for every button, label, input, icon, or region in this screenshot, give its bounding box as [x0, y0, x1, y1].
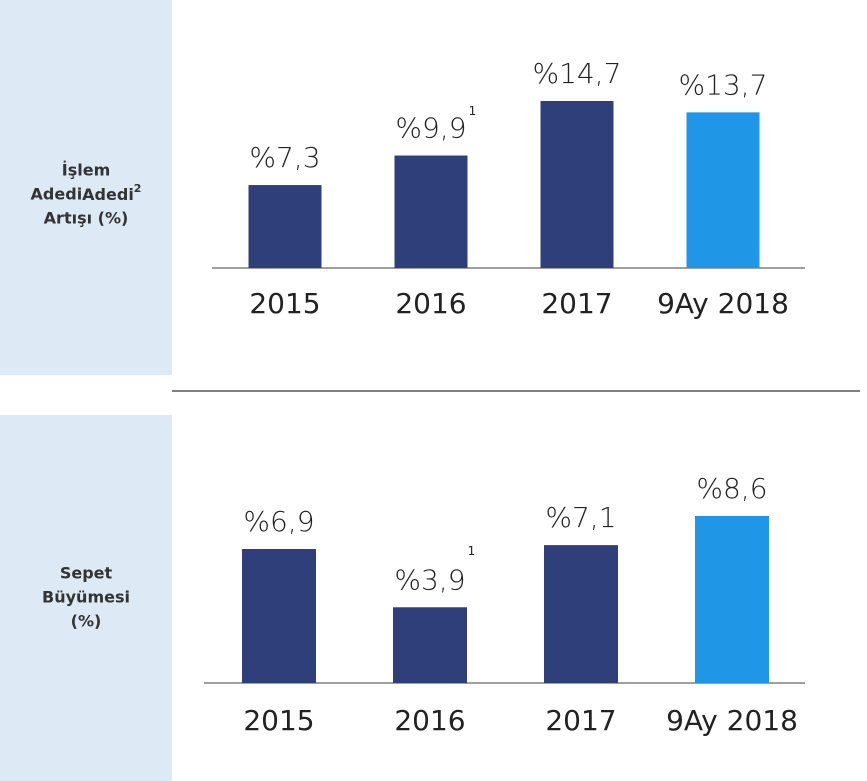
footnote-mark: 1 [469, 104, 477, 118]
side-label: İşlem [62, 161, 110, 180]
side-label-text: Adedi [82, 185, 134, 204]
value-label: %3,9 [394, 563, 465, 596]
bar [393, 607, 467, 683]
value-label: %8,6 [696, 472, 767, 505]
value-label: %7,1 [545, 501, 616, 534]
side-label: (%) [71, 612, 102, 631]
value-label: %6,9 [243, 505, 314, 538]
side-label-note: 2 [134, 182, 142, 195]
x-tick-label: 2017 [541, 287, 612, 320]
x-tick-label: 2016 [395, 287, 466, 320]
value-label: %13,7 [679, 68, 768, 101]
side-label: Büyümesi [42, 588, 130, 607]
x-tick-label: 2016 [394, 704, 465, 737]
x-tick-label: 9Ay 2018 [657, 287, 789, 320]
x-tick-label: 2015 [243, 704, 314, 737]
side-label: Artışı (%) [44, 209, 129, 228]
x-tick-label: 2015 [249, 287, 320, 320]
side-label: Sepet [60, 564, 113, 583]
bar [695, 516, 769, 683]
side-label: AdediAdedi2 [31, 182, 142, 204]
value-label: %14,7 [533, 57, 622, 90]
value-label: %9,9 [395, 112, 466, 145]
side-panel [0, 0, 172, 375]
bar [248, 185, 322, 268]
bar [540, 101, 614, 268]
bar [242, 549, 316, 683]
bar [394, 155, 468, 268]
x-tick-label: 2017 [545, 704, 616, 737]
bar [686, 112, 760, 269]
side-panel [0, 415, 172, 781]
x-tick-label: 9Ay 2018 [666, 704, 798, 737]
bar [544, 545, 618, 683]
value-label: %7,3 [249, 141, 320, 174]
footnote-mark: 1 [468, 544, 476, 558]
